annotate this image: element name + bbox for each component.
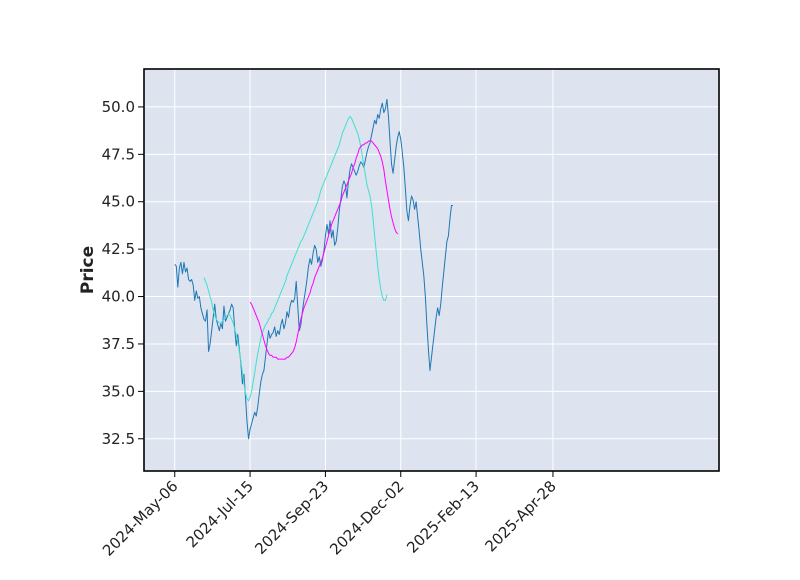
gridlines	[144, 69, 719, 471]
price-line	[174, 98, 454, 440]
plot-background	[144, 69, 719, 471]
y-tick-label: 37.5	[102, 335, 135, 353]
x-tick-label: 2025-Feb-13	[403, 477, 483, 557]
x-tick-label: 2024-Sep-23	[251, 477, 332, 558]
y-axis: 32.5 35.0 37.5 40.0 42.5 45.0 47.5 50.0	[102, 98, 144, 448]
y-tick-label: 32.5	[102, 430, 135, 448]
series-layer	[174, 98, 454, 440]
long-moving-average-line	[249, 140, 399, 360]
x-tick-label: 2024-May-06	[99, 477, 182, 560]
x-axis: 2024-May-06 2024-Jul-152024-Sep-232024-De…	[99, 471, 560, 560]
y-tick-label: 47.5	[102, 145, 135, 163]
y-tick-label: 35.0	[102, 382, 135, 400]
x-tick-label: 2024-Dec-02	[326, 477, 407, 558]
y-tick-label: 50.0	[102, 98, 135, 116]
short-moving-average-line	[203, 115, 388, 402]
x-tick-label: 2024-Jul-15	[183, 477, 257, 551]
y-axis-label: Price	[78, 246, 98, 294]
plot-frame	[143, 68, 720, 472]
y-tick-label: 40.0	[102, 288, 135, 306]
y-tick-label: 42.5	[102, 240, 135, 258]
x-tick-label: 2025-Apr-28	[481, 477, 559, 555]
y-tick-label: 45.0	[102, 193, 135, 211]
